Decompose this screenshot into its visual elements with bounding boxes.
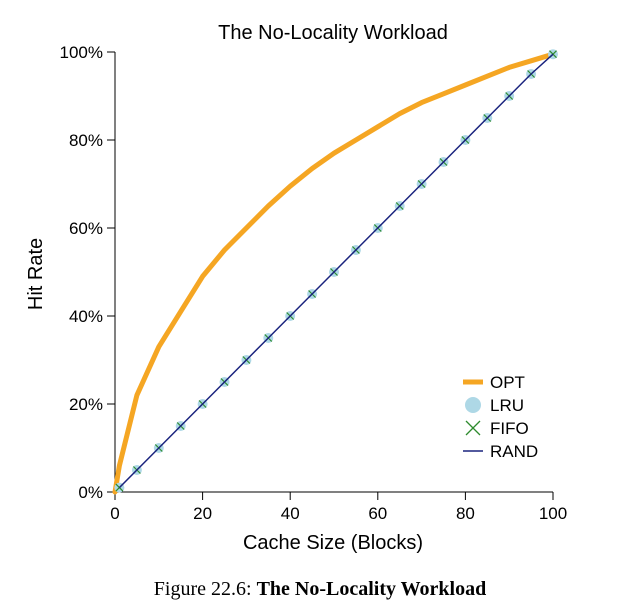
caption-title: The No-Locality Workload (256, 578, 487, 600)
legend-label-opt: OPT (490, 373, 525, 392)
series-line-rand (118, 53, 554, 489)
figure-caption: Figure 22.6: The No-Locality Workload (0, 578, 640, 601)
axes: 0% 20% 40% 60% 80% 100% 0 20 40 60 80 100 (60, 43, 568, 523)
x-tick-label: 0 (110, 504, 119, 523)
legend-label-rand: RAND (490, 442, 538, 461)
x-tick-label: 20 (193, 504, 212, 523)
x-tick-label: 100 (539, 504, 567, 523)
y-tick-label: 100% (60, 43, 103, 62)
series-line-opt (112, 51, 556, 495)
x-tick-label: 60 (368, 504, 387, 523)
y-tick-label: 0% (78, 483, 103, 502)
y-axis-label: Hit Rate (25, 238, 47, 310)
x-tick-label: 80 (456, 504, 475, 523)
series-layer (112, 49, 558, 495)
legend-swatch-lru (465, 397, 481, 413)
legend-label-lru: LRU (490, 396, 524, 415)
y-tick-label: 80% (69, 131, 103, 150)
chart: The No-Locality Workload Hit Rate Cache … (25, 22, 568, 554)
y-tick-label: 20% (69, 395, 103, 414)
x-axis-label: Cache Size (Blocks) (243, 532, 423, 554)
x-tick-label: 40 (281, 504, 300, 523)
y-tick-label: 40% (69, 307, 103, 326)
legend-label-fifo: FIFO (490, 419, 529, 438)
legend-swatch-fifo (465, 420, 481, 436)
legend: OPT LRU FIFO RAND (463, 373, 538, 461)
caption-prefix: Figure 22.6: (153, 578, 252, 600)
y-tick-label: 60% (69, 219, 103, 238)
chart-title: The No-Locality Workload (218, 22, 448, 44)
